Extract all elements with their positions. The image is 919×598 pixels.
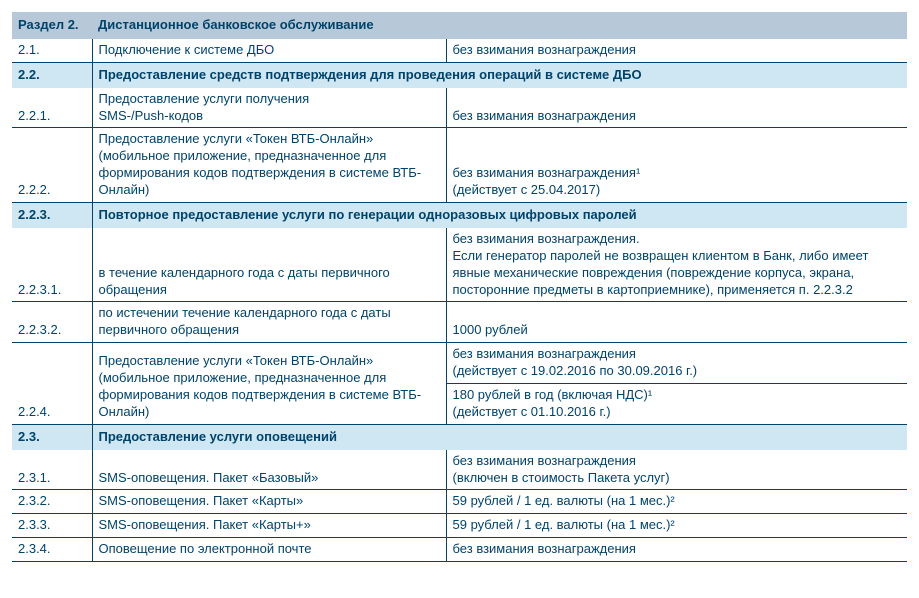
sub-header: 2.2.3.Повторное предоставление услуги по… bbox=[12, 203, 907, 228]
row-fee: без взимания вознаграждения.Если генерат… bbox=[446, 228, 907, 302]
row-description: Предоставление услуги полученияSMS-/Push… bbox=[92, 88, 446, 128]
row-description: в течение календарного года с даты перви… bbox=[92, 228, 446, 302]
tariff-table: Раздел 2.Дистанционное банковское обслуж… bbox=[12, 12, 907, 562]
row-number: 2.3.3. bbox=[12, 514, 92, 538]
tariff-row: 2.3.3.SMS-оповещения. Пакет «Карты+»59 р… bbox=[12, 514, 907, 538]
row-number: 2.2.3. bbox=[12, 203, 92, 228]
row-description: SMS-оповещения. Пакет «Карты» bbox=[92, 490, 446, 514]
tariff-row: 2.2.3.1.в течение календарного года с да… bbox=[12, 228, 907, 302]
section-number: Раздел 2. bbox=[12, 12, 92, 39]
row-number: 2.3.2. bbox=[12, 490, 92, 514]
row-fee: 180 рублей в год (включая НДС)¹(действуе… bbox=[446, 384, 907, 425]
row-fee: 59 рублей / 1 ед. валюты (на 1 мес.)² bbox=[446, 490, 907, 514]
sub-header: 2.3.Предоставление услуги оповещений bbox=[12, 424, 907, 449]
tariff-row: 2.3.2.SMS-оповещения. Пакет «Карты»59 ру… bbox=[12, 490, 907, 514]
tariff-row: 2.2.1.Предоставление услуги полученияSMS… bbox=[12, 88, 907, 128]
tariff-row: 2.1.Подключение к системе ДБОбез взимани… bbox=[12, 39, 907, 62]
row-number: 2.2.1. bbox=[12, 88, 92, 128]
tariff-row: 2.2.4.Предоставление услуги «Токен ВТБ-О… bbox=[12, 343, 907, 384]
row-number: 2.2.3.1. bbox=[12, 228, 92, 302]
row-number: 2.3.1. bbox=[12, 450, 92, 490]
row-description: Подключение к системе ДБО bbox=[92, 39, 446, 62]
tariff-row: 2.2.3.2.по истечении течение календарног… bbox=[12, 302, 907, 343]
row-fee: без взимания вознаграждения bbox=[446, 538, 907, 562]
section-header: Раздел 2.Дистанционное банковское обслуж… bbox=[12, 12, 907, 39]
row-description: Оповещение по электронной почте bbox=[92, 538, 446, 562]
row-fee: без взимания вознаграждения(действует с … bbox=[446, 343, 907, 384]
tariff-table-body: Раздел 2.Дистанционное банковское обслуж… bbox=[12, 12, 907, 562]
row-description: Предоставление услуги «Токен ВТБ-Онлайн»… bbox=[92, 128, 446, 203]
row-fee: 1000 рублей bbox=[446, 302, 907, 343]
row-fee: 59 рублей / 1 ед. валюты (на 1 мес.)² bbox=[446, 514, 907, 538]
row-number: 2.2.3.2. bbox=[12, 302, 92, 343]
row-fee: без взимания вознаграждения bbox=[446, 39, 907, 62]
tariff-row: 2.2.2.Предоставление услуги «Токен ВТБ-О… bbox=[12, 128, 907, 203]
row-number: 2.2. bbox=[12, 62, 92, 87]
row-number: 2.3.4. bbox=[12, 538, 92, 562]
row-number: 2.1. bbox=[12, 39, 92, 62]
sub-header: 2.2.Предоставление средств подтверждения… bbox=[12, 62, 907, 87]
row-description: Предоставление средств подтверждения для… bbox=[92, 62, 907, 87]
tariff-row: 2.3.4.Оповещение по электронной почтебез… bbox=[12, 538, 907, 562]
row-description: SMS-оповещения. Пакет «Карты+» bbox=[92, 514, 446, 538]
row-description: Предоставление услуги «Токен ВТБ-Онлайн»… bbox=[92, 343, 446, 425]
section-title: Дистанционное банковское обслуживание bbox=[92, 12, 907, 39]
row-number: 2.3. bbox=[12, 424, 92, 449]
row-fee: без взимания вознаграждения¹(действует с… bbox=[446, 128, 907, 203]
row-fee: без взимания вознаграждения(включен в ст… bbox=[446, 450, 907, 490]
row-number: 2.2.2. bbox=[12, 128, 92, 203]
row-fee: без взимания вознаграждения bbox=[446, 88, 907, 128]
row-number: 2.2.4. bbox=[12, 343, 92, 425]
row-description: SMS-оповещения. Пакет «Базовый» bbox=[92, 450, 446, 490]
tariff-row: 2.3.1.SMS-оповещения. Пакет «Базовый»без… bbox=[12, 450, 907, 490]
row-description: Повторное предоставление услуги по генер… bbox=[92, 203, 907, 228]
row-description: по истечении течение календарного года с… bbox=[92, 302, 446, 343]
row-description: Предоставление услуги оповещений bbox=[92, 424, 907, 449]
